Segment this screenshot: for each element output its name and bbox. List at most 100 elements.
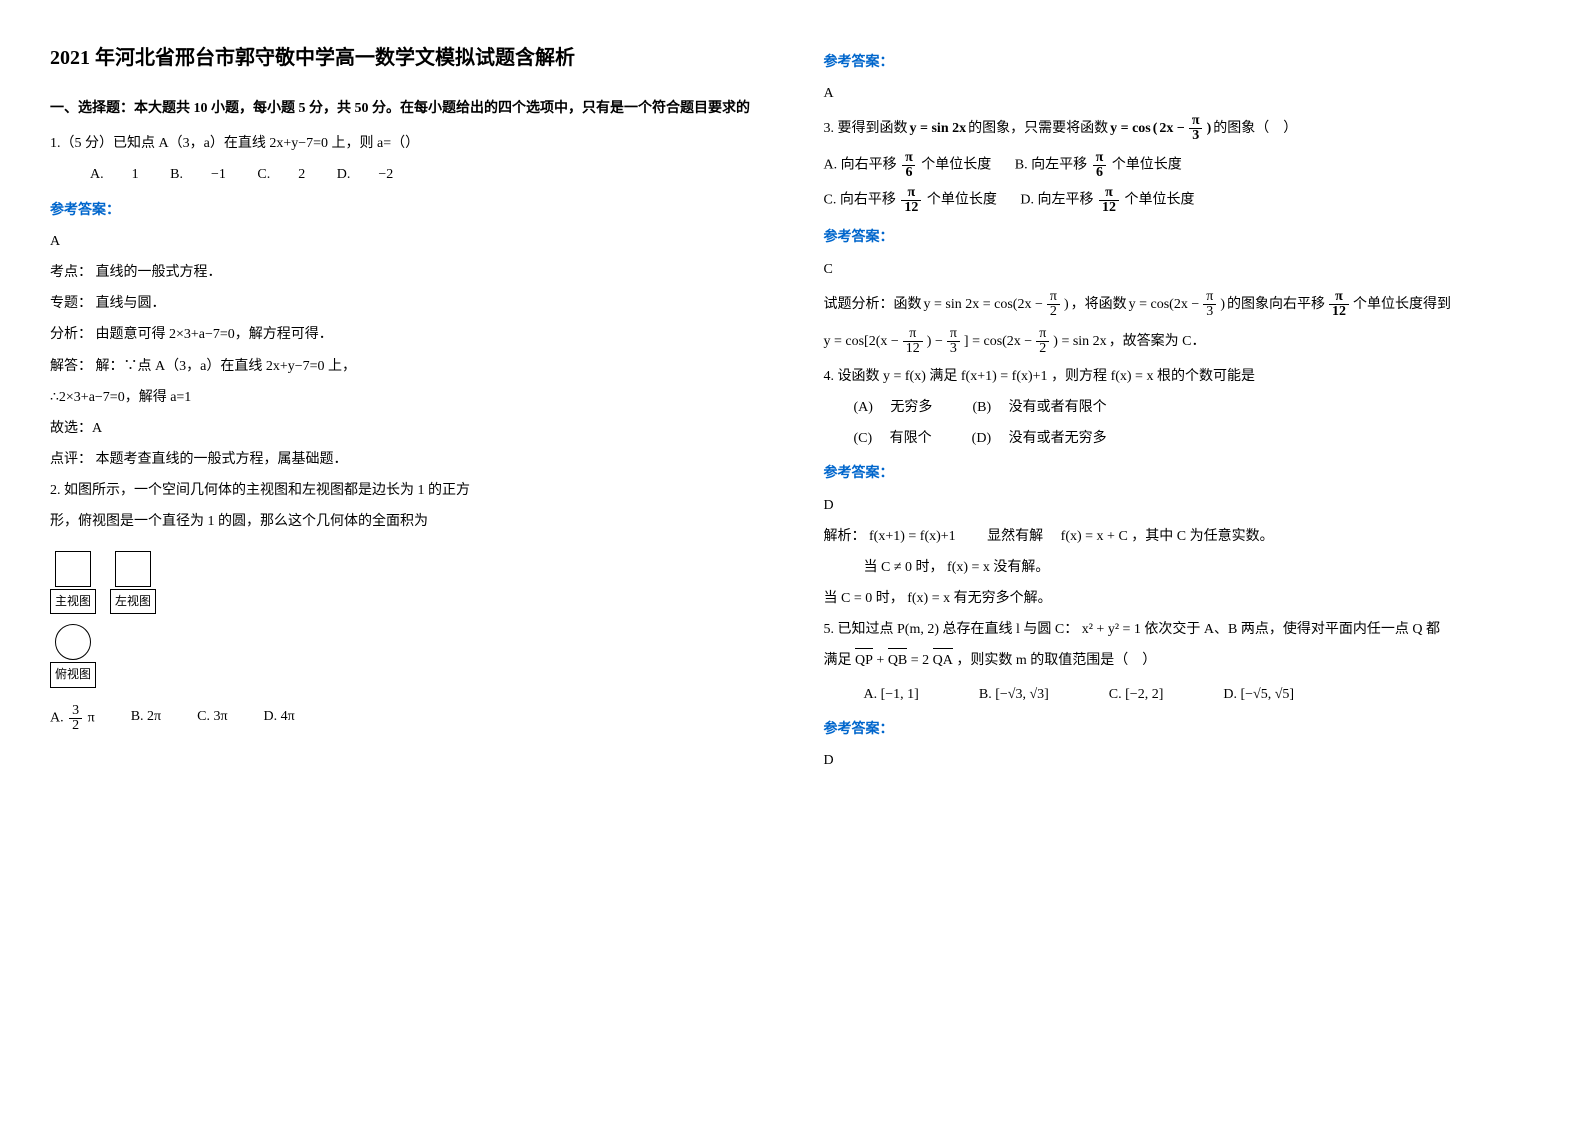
q1-jieda-1: 解答： 解：∵点 A（3，a）在直线 2x+y−7=0 上， — [50, 354, 764, 379]
page-title: 2021 年河北省邢台市郭守敬中学高一数学文模拟试题含解析 — [50, 40, 764, 76]
q1-answer-label: 参考答案： — [50, 198, 764, 223]
q3-ana-eq2-frac: π 3 — [1203, 290, 1216, 319]
q5-stem-mid2: 依次交于 A、B 两点，使得对平面内任一点 Q 都 — [1144, 622, 1440, 637]
q4-ana1-mid: 显然有解 — [959, 529, 1057, 544]
q2-opt-a-prefix: A. — [50, 711, 67, 726]
q4-analysis-3: 当 C = 0 时， f(x) = x 有无穷多个解。 — [824, 586, 1538, 611]
q5-opt-b-v: [−√3, √3] — [995, 687, 1049, 702]
q2-opt-a-den: 2 — [69, 718, 82, 733]
q3-ana-suf: 个单位长度得到 — [1353, 292, 1451, 317]
q2-views-figure: 主视图 左视图 俯视图 — [50, 551, 764, 688]
q4-stem-suf: 根的个数可能是 — [1157, 369, 1255, 384]
q3-ana-eq2-num: π — [1203, 290, 1216, 304]
q4-ana2-e: f(x) = x — [947, 560, 990, 575]
q3-ana-eq1-den: 2 — [1047, 304, 1060, 319]
q3-opt-d-den: 12 — [1099, 200, 1119, 215]
q2-stem-1: 2. 如图所示，一个空间几何体的主视图和左视图都是边长为 1 的正方 — [50, 478, 764, 503]
q4-opt-d: (D) 没有或者无穷多 — [972, 426, 1107, 451]
q3-ana2-f3: π 2 — [1036, 327, 1049, 356]
q3-opt-d-num: π — [1102, 186, 1116, 200]
q3-options-row-2: C. 向右平移 π 12 个单位长度 D. 向左平移 π 12 个单位长度 — [824, 186, 1538, 215]
q5-answer: D — [824, 748, 1538, 773]
q3-ana-shift-den: 12 — [1329, 304, 1349, 319]
q1-opt-a: A. 1 — [90, 167, 139, 182]
q3-ana2-f2: π 3 — [947, 327, 960, 356]
q5-opt-d-p: D. — [1223, 687, 1237, 702]
q5-stem-pre: 5. 已知过点 — [824, 622, 898, 637]
q3-stem-eq2-paren-close: ) — [1207, 116, 1212, 141]
q5-stem2-pre: 满足 — [824, 653, 856, 668]
q5-answer-label: 参考答案： — [824, 717, 1538, 742]
q3-opt-d-suf: 个单位长度 — [1124, 193, 1194, 208]
q5-opt-a-p: A. — [864, 687, 878, 702]
q4-stem: 4. 设函数 y = f(x) 满足 f(x+1) = f(x)+1 ，则方程 … — [824, 364, 1538, 389]
q1-dianping: 点评： 本题考查直线的一般式方程，属基础题． — [50, 447, 764, 472]
q5-stem-line-1: 5. 已知过点 P(m, 2) 总存在直线 l 与圆 C： x² + y² = … — [824, 617, 1538, 642]
q2-opt-c: C. 3π — [197, 704, 227, 733]
q5-opt-c-v: [−2, 2] — [1125, 687, 1163, 702]
q5-stem-p: P(m, 2) — [897, 622, 939, 637]
q4-opt-c: (C) 有限个 — [854, 426, 932, 451]
q2-opt-a-frac: 3 2 — [69, 704, 82, 733]
q4-ana1-suf: ，其中 C 为任意实数。 — [1131, 529, 1273, 544]
q4-options-row-2: (C) 有限个 (D) 没有或者无穷多 — [854, 426, 1538, 451]
q4-stem-e3: f(x) = x — [1111, 369, 1154, 384]
q5-stem2-eq: = 2 — [911, 653, 929, 668]
q3-opt-d-frac: π 12 — [1099, 186, 1119, 215]
q5-stem2-suf: ，则实数 m 的取值范围是（ ） — [956, 653, 1156, 668]
q4-ana3-pre: 当 C = 0 时， — [824, 591, 904, 606]
q3-stem: 3. 要得到函数 y = sin 2x 的图象，只需要将函数 y = cos (… — [824, 114, 1538, 143]
q4-stem-e2: f(x+1) = f(x)+1 — [961, 369, 1048, 384]
q3-opt-c-den: 12 — [901, 200, 921, 215]
q3-ana2-f3-num: π — [1036, 327, 1049, 341]
q4-stem-mid2: ，则方程 — [1051, 369, 1111, 384]
q3-opt-b-den: 6 — [1093, 165, 1106, 180]
q3-ana-pre: 试题分析：函数 — [824, 292, 922, 317]
q4-ana1-e2: f(x) = x + C — [1061, 529, 1128, 544]
q5-opt-b-p: B. — [979, 687, 992, 702]
q3-ana2-f1-num: π — [906, 327, 919, 341]
q1-zhuanti: 专题： 直线与圆． — [50, 291, 764, 316]
q3-answer-label: 参考答案： — [824, 225, 1538, 250]
q3-opt-a-suf: 个单位长度 — [921, 158, 991, 173]
q5-opt-d-v: [−√5, √5] — [1241, 687, 1295, 702]
q3-analysis-1: 试题分析：函数 y = sin 2x = cos(2x − π 2 ) ，将函数… — [824, 290, 1538, 319]
q2-opt-a-suffix: π — [88, 711, 95, 726]
q2-opt-b: B. 2π — [131, 704, 161, 733]
q3-ana2-eq1: y = cos[2(x − — [824, 329, 899, 354]
q1-guxuan: 故选：A — [50, 416, 764, 441]
q4-opt-a: (A) 无穷多 — [854, 395, 933, 420]
q3-analysis-2: y = cos[2(x − π 12 ) − π 3 ] = cos(2x − … — [824, 327, 1538, 356]
q5-opt-a: A. [−1, 1] — [864, 682, 919, 707]
q4-answer-label: 参考答案： — [824, 461, 1538, 486]
q2-opt-d: D. 4π — [264, 704, 295, 733]
q5-stem2-plus: + — [876, 653, 887, 668]
q4-opt-b: (B) 没有或者有限个 — [972, 395, 1106, 420]
q3-opt-b-pre: B. 向左平移 — [1015, 158, 1091, 173]
q4-stem-pre: 4. 设函数 — [824, 369, 884, 384]
left-view-square — [115, 551, 151, 587]
q5-stem-line-2: 满足 QP + QB = 2 QA ，则实数 m 的取值范围是（ ） — [824, 648, 1538, 673]
q3-ana2-f1: π 12 — [903, 327, 923, 356]
q3-opt-c-num: π — [905, 186, 919, 200]
q5-vec-qp: QP — [855, 648, 873, 673]
q3-ana2-f2-num: π — [947, 327, 960, 341]
q4-ana2-suf: 没有解。 — [993, 560, 1049, 575]
q5-opt-a-v: [−1, 1] — [881, 687, 919, 702]
right-column: 参考答案： A 3. 要得到函数 y = sin 2x 的图象，只需要将函数 y… — [824, 40, 1538, 1082]
q3-stem-eq2-num: π — [1189, 114, 1203, 128]
q4-analysis-1: 解析： f(x+1) = f(x)+1 显然有解 f(x) = x + C ，其… — [824, 524, 1538, 549]
left-view-box: 左视图 — [110, 551, 156, 615]
q3-opt-d-pre: D. 向左平移 — [1020, 193, 1097, 208]
q3-ana-eq1-frac: π 2 — [1047, 290, 1060, 319]
q3-opt-a-den: 6 — [902, 165, 915, 180]
q3-ana-eq2-suf: ) — [1220, 292, 1225, 317]
q3-ana2-suf: ] = cos(2x − — [964, 329, 1032, 354]
q3-ana-eq2-den: 3 — [1203, 304, 1216, 319]
q4-answer: D — [824, 493, 1538, 518]
q1-opt-d: D. −2 — [337, 167, 394, 182]
q2-opt-a-num: 3 — [69, 704, 82, 718]
q5-vec-qa: QA — [933, 648, 953, 673]
q5-opt-d: D. [−√5, √5] — [1223, 682, 1294, 707]
q3-stem-eq2-in: 2x − — [1159, 116, 1184, 141]
